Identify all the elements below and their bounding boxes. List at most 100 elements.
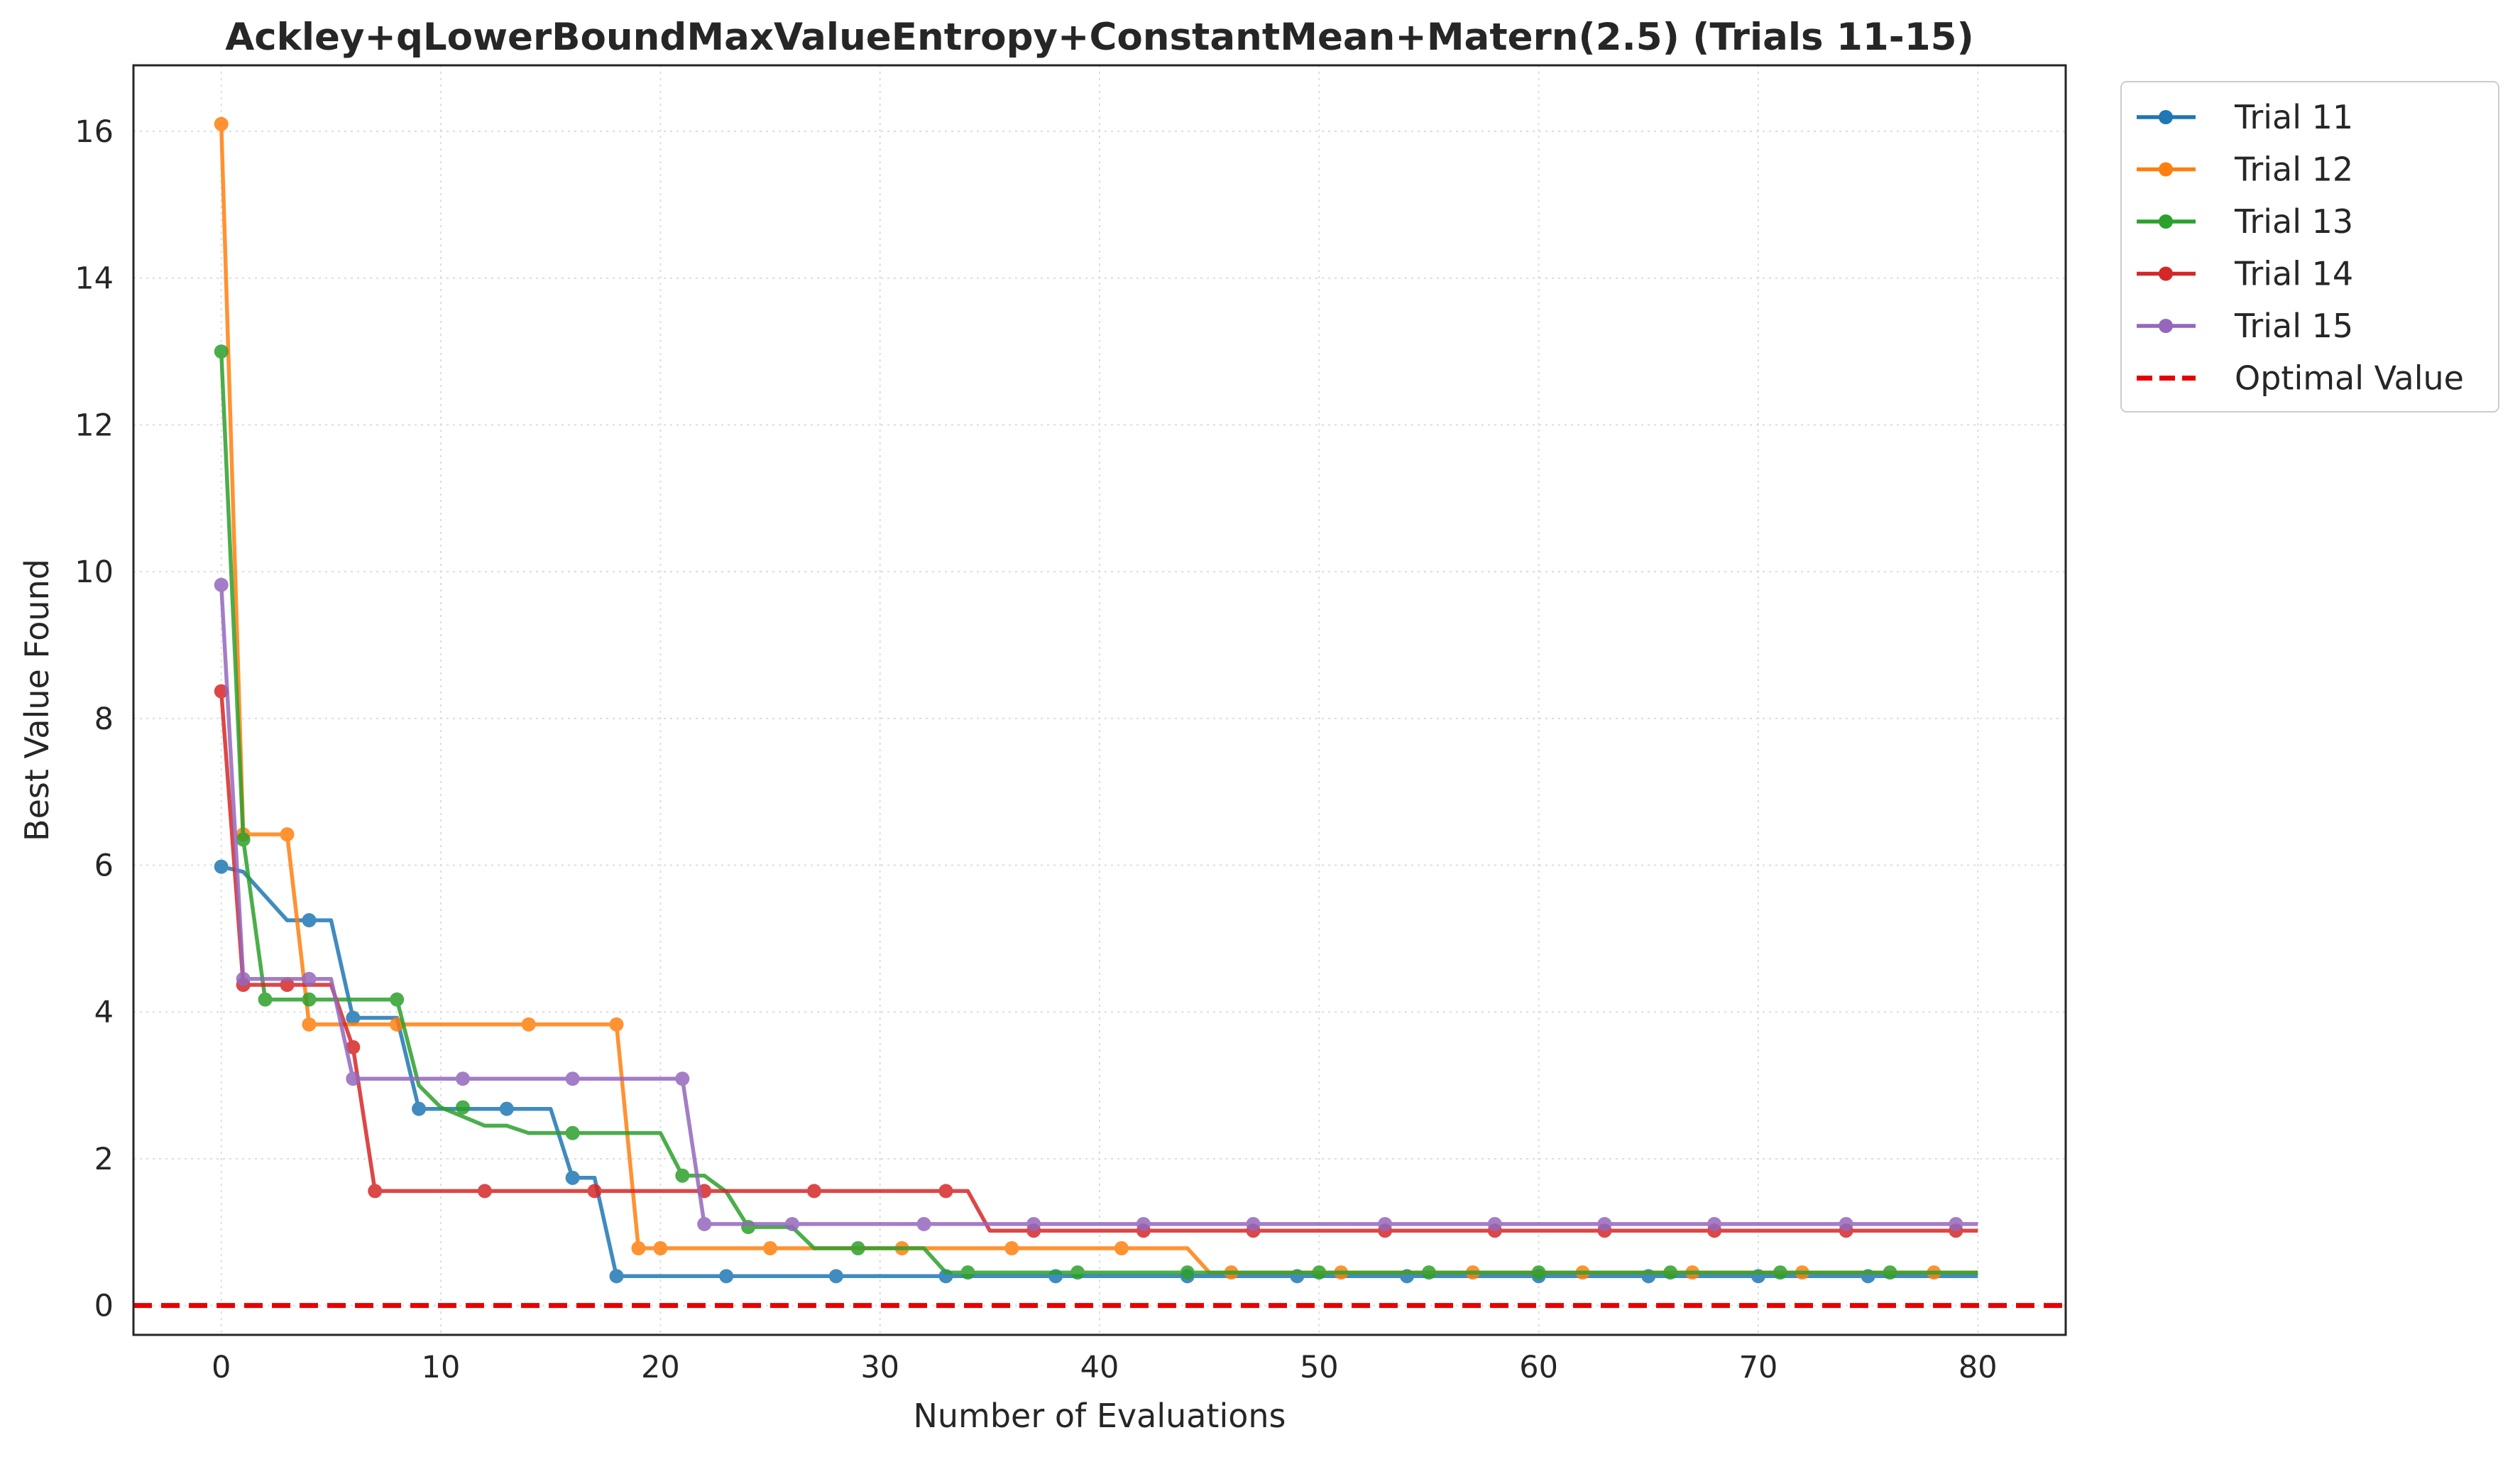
data-point xyxy=(390,992,405,1007)
data-point xyxy=(763,1241,778,1256)
y-tick-label: 0 xyxy=(94,1289,114,1324)
data-point xyxy=(455,1071,470,1086)
data-point xyxy=(675,1071,690,1086)
legend: Trial 11 Trial 12 Trial 13 Trial 14 Trial 15… xyxy=(2120,81,2499,413)
data-point xyxy=(302,992,317,1007)
grid xyxy=(133,65,2066,1335)
data-point xyxy=(697,1216,712,1231)
data-point xyxy=(719,1269,734,1284)
data-point xyxy=(302,971,317,986)
data-point xyxy=(1026,1216,1041,1231)
data-point xyxy=(477,1184,492,1199)
x-tick-label: 0 xyxy=(212,1350,231,1385)
data-point xyxy=(1597,1216,1612,1231)
chart-title: Ackley+qLowerBoundMaxValueEntropy+Consta… xyxy=(225,16,1974,59)
data-point xyxy=(346,1039,361,1054)
x-tick-label: 70 xyxy=(1739,1350,1778,1385)
data-point xyxy=(214,859,229,874)
data-point xyxy=(280,978,295,993)
legend-label: Trial 15 xyxy=(2234,307,2353,345)
data-point xyxy=(214,344,229,359)
data-point xyxy=(565,1125,580,1140)
data-point xyxy=(214,577,229,592)
data-point xyxy=(1949,1216,1963,1231)
data-point xyxy=(1114,1241,1129,1256)
data-point xyxy=(302,1017,317,1032)
legend-label: Trial 13 xyxy=(2234,202,2353,241)
data-point xyxy=(1487,1216,1502,1231)
data-point xyxy=(675,1168,690,1183)
legend-label: Trial 14 xyxy=(2234,255,2353,293)
data-point xyxy=(346,1071,361,1086)
legend-marker xyxy=(2159,319,2173,333)
data-point xyxy=(280,827,295,842)
data-point xyxy=(412,1101,427,1116)
data-point xyxy=(236,971,251,986)
series-trial-15 xyxy=(214,577,1978,1231)
data-point xyxy=(1839,1216,1853,1231)
legend-box xyxy=(2120,81,2499,413)
data-point xyxy=(1531,1265,1546,1280)
y-tick-label: 6 xyxy=(94,848,114,884)
x-tick-label: 10 xyxy=(422,1350,461,1385)
x-tick-label: 20 xyxy=(641,1350,680,1385)
data-point xyxy=(653,1241,668,1256)
data-point xyxy=(214,684,229,699)
x-tick-label: 60 xyxy=(1519,1350,1558,1385)
legend-item: Trial 15 xyxy=(2137,307,2353,345)
data-point xyxy=(631,1241,646,1256)
data-point xyxy=(741,1220,756,1235)
data-point xyxy=(784,1216,799,1231)
data-point xyxy=(1883,1265,1897,1280)
y-tick-label: 8 xyxy=(94,702,114,737)
data-point xyxy=(1421,1265,1436,1280)
series-trial-12 xyxy=(214,116,1978,1280)
legend-item: Trial 11 xyxy=(2137,98,2353,136)
data-point xyxy=(916,1216,931,1231)
legend-item: Optimal Value xyxy=(2137,359,2464,398)
legend-marker xyxy=(2159,266,2173,281)
y-tick-label: 10 xyxy=(75,555,114,590)
plot-frame xyxy=(132,64,2067,1336)
data-point xyxy=(609,1269,624,1284)
data-point xyxy=(236,832,251,847)
legend-item: Trial 14 xyxy=(2137,255,2353,293)
legend-label: Trial 11 xyxy=(2234,98,2353,136)
data-point xyxy=(565,1071,580,1086)
series-trial-14 xyxy=(214,684,1978,1238)
y-tick-label: 4 xyxy=(94,995,114,1030)
series-trial-13 xyxy=(214,344,1978,1280)
axis-ticks: 0 10 20 30 40 50 60 70 80 0 2 4 6 8 10 12 14 16 xyxy=(75,114,1997,1385)
legend-marker xyxy=(2159,162,2173,177)
y-tick-label: 14 xyxy=(75,261,114,297)
data-point xyxy=(938,1184,953,1199)
data-point xyxy=(1707,1216,1722,1231)
data-point xyxy=(609,1017,624,1032)
x-axis-label: Number of Evaluations xyxy=(913,1397,1286,1435)
x-tick-label: 80 xyxy=(1959,1350,1998,1385)
y-tick-label: 12 xyxy=(75,408,114,443)
data-point xyxy=(828,1269,843,1284)
data-point xyxy=(346,1010,361,1025)
data-point xyxy=(1136,1216,1151,1231)
x-tick-label: 50 xyxy=(1300,1350,1339,1385)
data-point xyxy=(960,1265,975,1280)
data-point xyxy=(1070,1265,1085,1280)
data-point xyxy=(1378,1216,1393,1231)
data-point xyxy=(850,1241,865,1256)
legend-marker xyxy=(2159,214,2173,229)
y-tick-label: 16 xyxy=(75,114,114,150)
data-point xyxy=(521,1017,536,1032)
legend-item: Trial 12 xyxy=(2137,151,2353,189)
x-tick-label: 40 xyxy=(1080,1350,1119,1385)
data-point xyxy=(1663,1265,1678,1280)
data-point xyxy=(806,1184,821,1199)
plot-area xyxy=(133,116,2066,1309)
legend-label: Trial 12 xyxy=(2234,151,2353,189)
data-point xyxy=(368,1184,383,1199)
legend-marker xyxy=(2159,110,2173,124)
legend-item: Trial 13 xyxy=(2137,202,2353,241)
data-point xyxy=(455,1100,470,1115)
data-point xyxy=(1004,1241,1019,1256)
